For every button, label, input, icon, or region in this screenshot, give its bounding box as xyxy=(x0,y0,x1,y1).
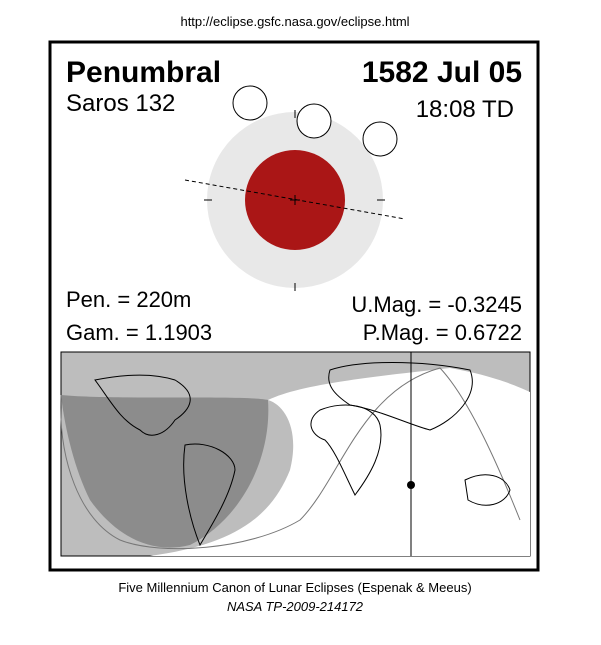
subsolar-point xyxy=(407,481,415,489)
continent xyxy=(183,443,236,547)
continent xyxy=(94,374,191,436)
eclipse-type: Penumbral xyxy=(66,56,221,89)
continent xyxy=(464,474,511,506)
umbral-magnitude: U.Mag. = -0.3245 xyxy=(351,292,522,317)
moon xyxy=(362,121,398,157)
continent xyxy=(328,362,473,431)
night-region xyxy=(61,395,269,548)
pen-duration: Pen. = 220m xyxy=(66,287,191,312)
source-url: http://eclipse.gsfc.nasa.gov/eclipse.htm… xyxy=(180,14,409,29)
eclipse-date: 1582 Jul 05 xyxy=(362,56,522,89)
penumbral-magnitude: P.Mag. = 0.6722 xyxy=(363,320,522,345)
time: 18:08 TD xyxy=(416,96,514,123)
moon-path xyxy=(184,179,406,220)
saros: Saros 132 xyxy=(66,90,175,117)
footer-credit: Five Millennium Canon of Lunar Eclipses … xyxy=(118,580,471,595)
footer-publication: NASA TP-2009-214172 xyxy=(227,599,364,614)
visibility-curve xyxy=(60,367,521,550)
gamma: Gam. = 1.1903 xyxy=(66,320,212,345)
moon xyxy=(232,85,268,121)
map xyxy=(60,351,531,557)
continent xyxy=(310,404,382,496)
frame xyxy=(48,40,540,572)
moon xyxy=(296,103,332,139)
